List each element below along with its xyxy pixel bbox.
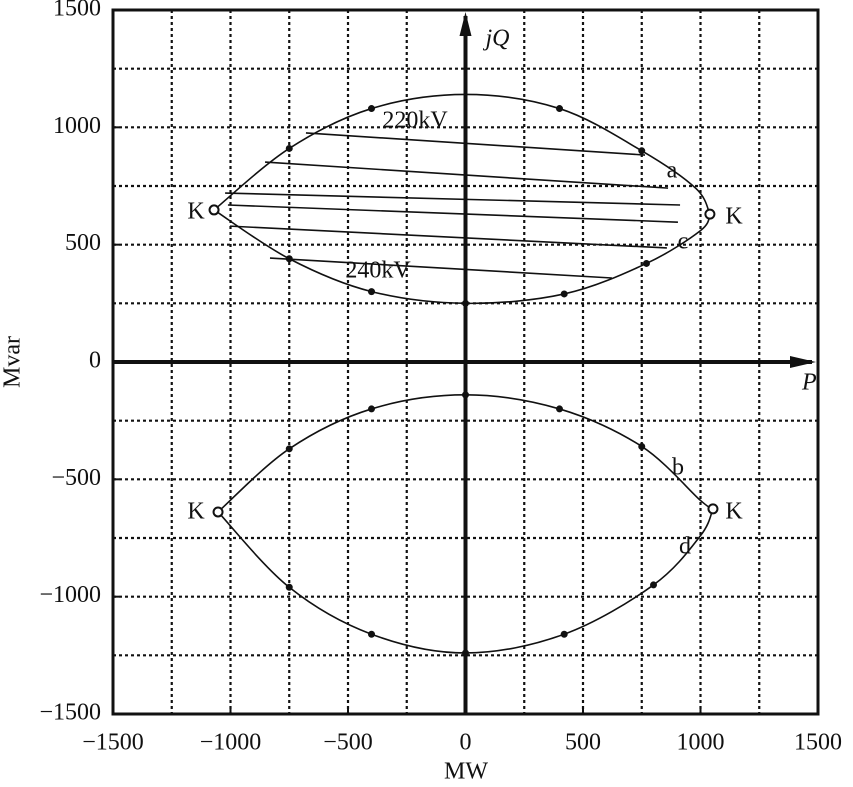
annotation: d bbox=[679, 534, 691, 560]
annotation: a bbox=[667, 158, 678, 184]
voltage-line bbox=[264, 161, 669, 189]
annotation: 220kV bbox=[382, 108, 448, 134]
point bbox=[556, 405, 563, 413]
y-tick-label: −1000 bbox=[39, 582, 101, 608]
point bbox=[560, 290, 568, 298]
point bbox=[642, 259, 650, 267]
point bbox=[462, 391, 469, 399]
y-axis-label: Mvar bbox=[0, 336, 26, 388]
q-axis-label: jQ bbox=[483, 26, 510, 52]
y-tick-label: −500 bbox=[51, 465, 101, 491]
x-axis-label: MW bbox=[444, 759, 488, 785]
point bbox=[650, 581, 657, 589]
y-tick-label: −1500 bbox=[39, 700, 101, 726]
x-tick-label: −500 bbox=[323, 730, 373, 756]
point bbox=[462, 649, 469, 657]
p-axis-label: P bbox=[801, 370, 817, 396]
point bbox=[560, 630, 568, 638]
annotation: K bbox=[725, 204, 743, 230]
k-point bbox=[704, 208, 716, 220]
x-tick-label: 1500 bbox=[794, 730, 842, 756]
curve bbox=[217, 394, 714, 513]
voltage-line bbox=[305, 132, 646, 156]
q-arrow bbox=[459, 12, 472, 36]
x-tick-label: −1500 bbox=[82, 730, 144, 756]
y-tick-label: 1000 bbox=[53, 113, 101, 139]
annotation: K bbox=[725, 499, 743, 525]
annotation: c bbox=[678, 229, 689, 255]
annotation: 240kV bbox=[345, 258, 411, 284]
point bbox=[368, 405, 375, 413]
k-point bbox=[212, 506, 224, 518]
x-tick-label: −1000 bbox=[200, 730, 262, 756]
point bbox=[368, 105, 375, 113]
point bbox=[285, 144, 293, 152]
point bbox=[556, 105, 563, 113]
y-tick-label: 500 bbox=[65, 230, 101, 256]
y-tick-label: 0 bbox=[89, 348, 101, 374]
voltage-line bbox=[269, 257, 612, 279]
voltage-line bbox=[229, 225, 667, 249]
x-tick-label: 500 bbox=[565, 730, 601, 756]
x-tick-label: 1000 bbox=[677, 730, 725, 756]
annotation: K bbox=[187, 499, 205, 525]
point bbox=[285, 255, 293, 263]
annotation: b bbox=[672, 455, 684, 481]
k-point bbox=[707, 503, 719, 515]
annotation: K bbox=[187, 199, 205, 225]
point bbox=[638, 147, 646, 155]
point bbox=[285, 445, 293, 453]
voltage-line bbox=[225, 192, 681, 206]
point bbox=[368, 288, 375, 296]
point bbox=[285, 583, 293, 591]
k-point bbox=[208, 204, 220, 216]
voltage-line bbox=[227, 204, 678, 223]
point bbox=[462, 299, 469, 307]
y-tick-label: 1500 bbox=[53, 0, 101, 22]
point bbox=[368, 630, 375, 638]
point bbox=[638, 442, 646, 450]
curve bbox=[213, 93, 711, 215]
x-tick-label: 0 bbox=[460, 730, 472, 756]
p-arrow bbox=[790, 356, 816, 368]
